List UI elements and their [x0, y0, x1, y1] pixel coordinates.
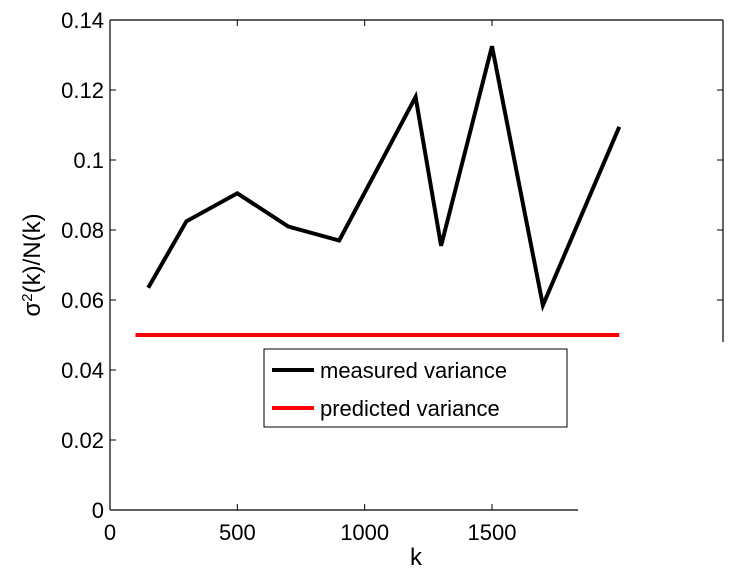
- y-axis-label-rest: (k)/N(k): [19, 213, 46, 293]
- y-axis-label-base: σ: [19, 302, 46, 317]
- x-tick-label: 1000: [340, 520, 389, 545]
- x-axis-label: k: [410, 544, 423, 571]
- x-tick-label: 0: [104, 520, 116, 545]
- series-line-measured-variance: [146, 45, 622, 313]
- y-tick-label: 0.06: [61, 288, 104, 313]
- y-tick-label: 0.12: [61, 78, 104, 103]
- y-tick-label: 0.04: [61, 358, 104, 383]
- axes-frame: [109, 19, 724, 511]
- y-tick-label: 0.14: [61, 8, 104, 33]
- y-axis-label: σ2(k)/N(k): [19, 213, 47, 316]
- x-tick-label: 1500: [468, 520, 517, 545]
- y-tick-label: 0.08: [61, 218, 104, 243]
- axis-tick-labels: 0 500 1000 1500 0 0.02 0.04 0.06 0.08 0.1 0.12 0.14: [61, 8, 516, 545]
- legend: measured variance predicted variance: [263, 348, 568, 428]
- legend-label-measured: measured variance: [320, 358, 507, 383]
- series-lines: [135, 45, 622, 337]
- legend-label-predicted: predicted variance: [320, 396, 500, 421]
- y-tick-label: 0.02: [61, 428, 104, 453]
- legend-box: [263, 348, 568, 428]
- axis-ticks: [109, 19, 723, 511]
- y-tick-label: 0: [92, 498, 104, 523]
- y-axis-label-sup: 2: [19, 293, 36, 301]
- y-tick-label: 0.1: [73, 148, 104, 173]
- x-tick-label: 500: [219, 520, 256, 545]
